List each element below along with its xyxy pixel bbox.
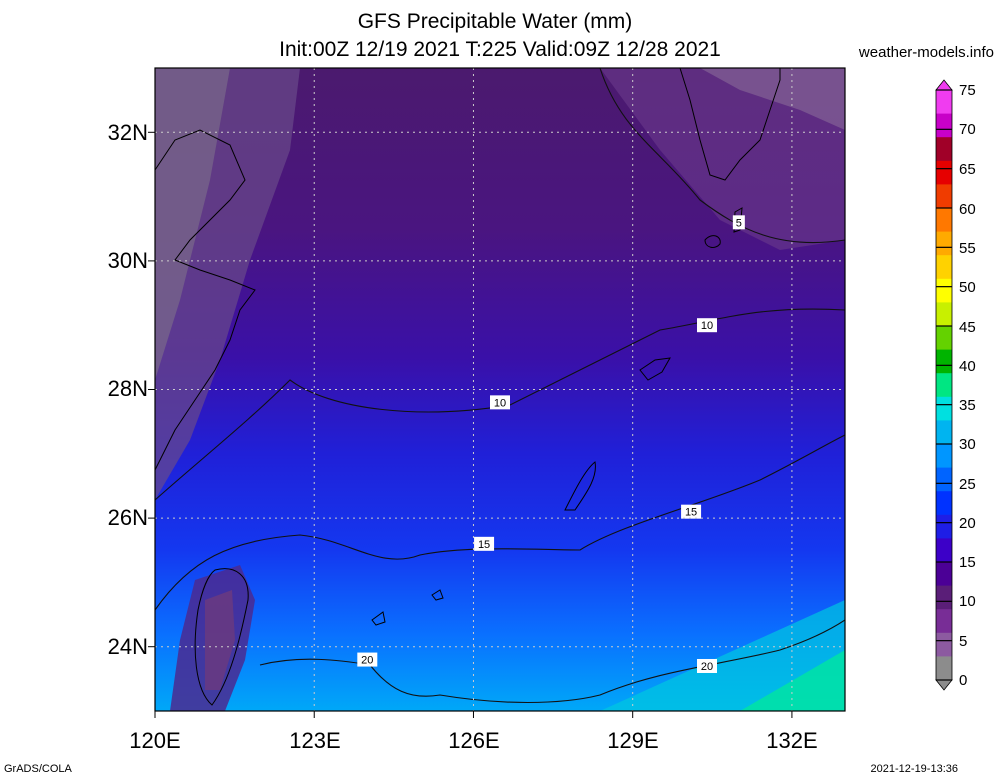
colorbar-label: 10: [959, 593, 976, 610]
contour-label-box: [697, 658, 717, 673]
colorbar-swatch: [936, 420, 952, 445]
x-tick-label: 132E: [766, 728, 818, 753]
colorbar-swatch: [936, 184, 952, 209]
colorbar-swatch: [936, 208, 952, 233]
colorbar-label: 20: [959, 515, 976, 532]
coastline-china: [155, 129, 256, 471]
contour-label-box: [681, 504, 702, 519]
colorbar-top-arrow: [935, 79, 953, 91]
island-amami: [639, 357, 671, 381]
colorbar-swatch: [936, 656, 952, 681]
island-miyako: [431, 589, 444, 601]
colorbar-label: 50: [959, 279, 976, 296]
island-okinawa: [564, 461, 596, 511]
colorbar-swatch: [936, 137, 952, 162]
colorbar-swatch: [936, 491, 952, 516]
colorbar-label: 70: [959, 121, 976, 138]
colorbar-swatch: [936, 349, 952, 374]
colorbar-swatch: [936, 90, 952, 115]
y-tick-label: 32N: [107, 120, 148, 145]
contour-5: [599, 68, 845, 244]
colorbar-label: 35: [959, 397, 976, 414]
y-tick-label: 30N: [107, 248, 148, 273]
y-tick-label: 28N: [107, 376, 148, 401]
colorbar-label: 15: [959, 554, 976, 571]
tick-marks: [148, 131, 793, 718]
colorbar-swatch: [936, 231, 952, 256]
generated-timestamp: 2021-12-19-13:36: [870, 763, 958, 775]
colorbar-swatch: [936, 632, 952, 657]
contour-label-box: [357, 652, 378, 667]
colorbar-label: 55: [959, 240, 976, 257]
software-credit: GrADS/COLA: [4, 763, 72, 775]
x-tick-label: 129E: [607, 728, 659, 753]
map-subtitle: Init:00Z 12/19 2021 T:225 Valid:09Z 12/2…: [279, 38, 721, 61]
x-tick-label: 120E: [129, 728, 181, 753]
colorbar-bottom-arrow: [935, 679, 953, 691]
contour-label-box: [474, 536, 495, 551]
x-tick-label: 123E: [289, 728, 341, 753]
x-tick-label: 126E: [448, 728, 500, 753]
colorbar-label: 65: [959, 161, 976, 178]
colorbar-swatch: [936, 113, 952, 138]
coastlines: [155, 68, 781, 706]
colorbar-swatch: [936, 585, 952, 610]
source-site: weather-models.info: [858, 44, 994, 61]
colorbar-swatch: [936, 278, 952, 303]
colorbar-swatch: [936, 326, 952, 351]
contour-label: 20: [701, 661, 713, 673]
y-tick-label: 26N: [107, 505, 148, 530]
colorbar-label: 25: [959, 476, 976, 493]
colorbar-label: 60: [959, 201, 976, 218]
contour-label: 15: [685, 507, 697, 519]
colorbar-swatch: [936, 396, 952, 421]
island-ishigaki: [371, 611, 386, 626]
colorbar-swatch: [936, 467, 952, 492]
contour-label: 10: [701, 320, 713, 332]
contour-label: 10: [494, 397, 506, 409]
contour-label-box: [490, 395, 510, 410]
colorbar-label: 30: [959, 436, 976, 453]
y-tick-label: 24N: [107, 634, 148, 659]
contour-label-box: [732, 215, 745, 230]
colorbar-swatch: [936, 302, 952, 327]
colorbar-swatch: [936, 609, 952, 634]
colorbar-swatch: [936, 514, 952, 539]
island-yakushima: [704, 235, 721, 248]
colorbar-label: 75: [959, 82, 976, 99]
contour-label-boxes: 5 10 10 15 15 20 20: [357, 215, 745, 673]
contour-label: 5: [736, 217, 742, 229]
colorbar-label: 40: [959, 358, 976, 375]
contour-label-box: [697, 318, 717, 333]
colorbar-swatch: [936, 373, 952, 398]
colorbar-swatch: [936, 255, 952, 280]
colorbar-swatch: [936, 160, 952, 185]
colorbar-swatch: [936, 444, 952, 469]
colorbar-label: 5: [959, 633, 968, 650]
contour-label: 15: [478, 539, 490, 551]
colorbar-swatch: [936, 562, 952, 587]
coastline-taiwan: [194, 568, 249, 706]
coastline-kyushu: [679, 68, 781, 181]
graticule: [155, 68, 845, 711]
colorbar: [935, 79, 953, 691]
colorbar-swatch: [936, 538, 952, 563]
colorbar-label: 45: [959, 319, 976, 336]
contour-label: 20: [361, 655, 373, 667]
colorbar-label: 0: [959, 672, 968, 689]
map-title: GFS Precipitable Water (mm): [357, 10, 633, 33]
